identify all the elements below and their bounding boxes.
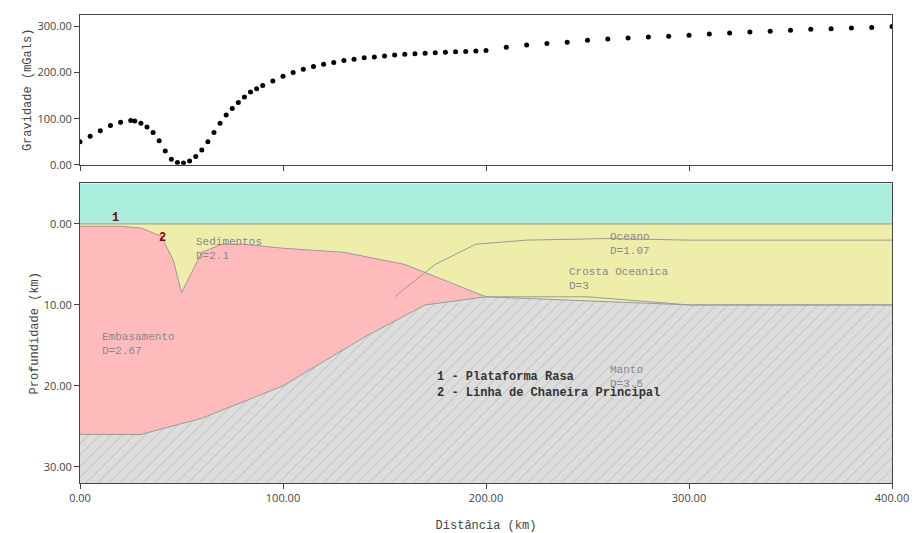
- svg-text:0.00: 0.00: [69, 490, 91, 505]
- svg-text:MantoD=3.5: MantoD=3.5: [610, 364, 643, 390]
- svg-text:1: 1: [112, 211, 119, 225]
- svg-text:Gravidade (mGals): Gravidade (mGals): [21, 29, 35, 151]
- svg-text:Crosta OceanicaD=3: Crosta OceanicaD=3: [569, 266, 668, 292]
- svg-text:10.00: 10.00: [44, 297, 72, 312]
- svg-text:30.00: 30.00: [44, 459, 72, 474]
- svg-text:0.00: 0.00: [50, 216, 72, 231]
- svg-text:100.00: 100.00: [37, 111, 71, 126]
- svg-text:300.00: 300.00: [37, 18, 71, 33]
- svg-text:0.00: 0.00: [50, 157, 72, 172]
- svg-text:200.00: 200.00: [469, 490, 503, 505]
- svg-text:200.00: 200.00: [37, 64, 71, 79]
- svg-text:300.00: 300.00: [672, 490, 706, 505]
- svg-text:400.00: 400.00: [875, 490, 909, 505]
- svg-text:EmbasamentoD=2.67: EmbasamentoD=2.67: [102, 331, 175, 357]
- svg-text:SedimentosD=2.1: SedimentosD=2.1: [196, 236, 262, 262]
- svg-text:2: 2: [159, 231, 166, 245]
- svg-text:100.00: 100.00: [266, 490, 300, 505]
- svg-text:20.00: 20.00: [44, 378, 72, 393]
- svg-text:Distância (km): Distância (km): [436, 519, 537, 533]
- svg-text:1 - Plataforma Rasa2 - Linha d: 1 - Plataforma Rasa2 - Linha de Chaneira…: [437, 370, 660, 400]
- svg-text:OceanoD=1.07: OceanoD=1.07: [610, 231, 650, 257]
- svg-text:Profundidade (km): Profundidade (km): [28, 272, 42, 394]
